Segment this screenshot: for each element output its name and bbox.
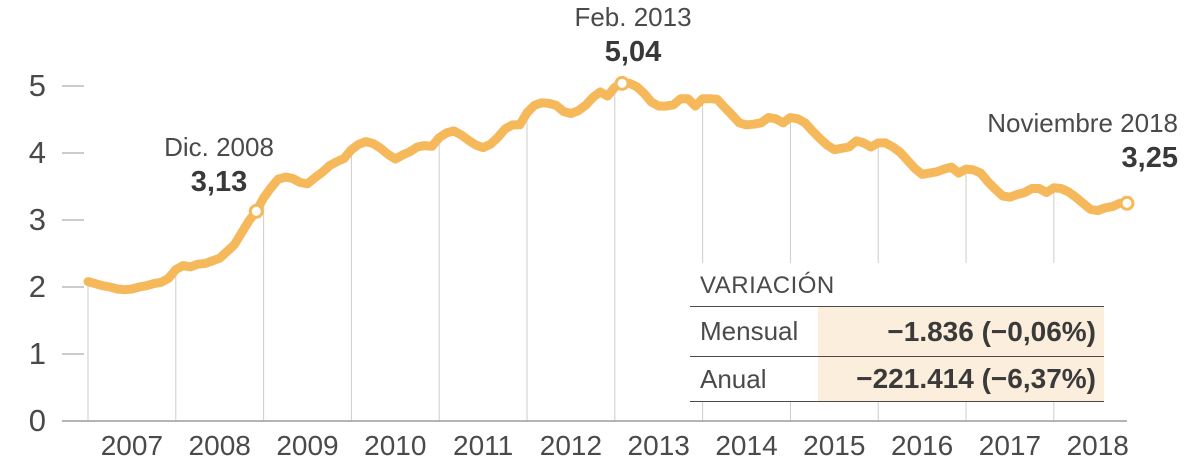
annotation-value: 3,13 [190,166,248,198]
variation-table-header: VARIACIÓN [690,263,1104,307]
variation-table: VARIACIÓN Mensual −1.836 (−0,06%) Anual … [690,263,1104,402]
trend-line [83,78,1132,295]
annotation-feb-2013: Feb. 2013 5,04 [548,2,718,69]
data-point-marker [248,203,264,219]
y-axis-label: 4 [28,135,46,170]
x-axis-label: 2016 [890,430,954,461]
x-axis-label: 2017 [978,430,1042,461]
row-label-anual: Anual [700,363,767,394]
row-label-mensual: Mensual [700,316,799,346]
x-axis-label: 2008 [188,430,251,461]
annotation-value: 5,04 [604,36,662,68]
annotation-label: Noviembre 2018 [987,108,1178,138]
y-axis-label: 3 [28,202,46,237]
x-axis-label: 2010 [364,430,427,461]
x-axis-label: 2014 [715,430,778,461]
x-axis-label: 2012 [539,430,603,461]
table-row: Mensual −1.836 (−0,06%) [690,307,1104,357]
y-axis-label: 5 [28,68,46,103]
annotation-dic-2008: Dic. 2008 3,13 [134,132,304,199]
table-row: Anual −221.414 (−6,37%) [690,357,1104,402]
annotation-noviembre-2018: Noviembre 2018 3,25 [938,108,1178,175]
annotation-value: 3,25 [1121,142,1178,174]
row-value-anual: −221.414 (−6,37%) [818,357,1104,401]
x-axis-label: 2009 [276,430,339,461]
data-point-marker [1119,195,1135,211]
annotation-label: Dic. 2008 [164,132,274,162]
x-axis-label: 2015 [803,430,866,461]
x-axis-label: 2018 [1066,430,1129,461]
y-axis-label: 1 [28,336,46,371]
y-axis-label: 2 [28,269,46,304]
row-value-mensual: −1.836 (−0,06%) [818,307,1104,356]
x-axis-label: 2013 [627,430,690,461]
annotation-label: Feb. 2013 [574,2,692,32]
data-point-marker [614,75,630,91]
y-axis-label: 0 [28,403,46,438]
x-axis-label: 2011 [453,430,514,461]
x-axis-label: 2007 [100,430,164,461]
